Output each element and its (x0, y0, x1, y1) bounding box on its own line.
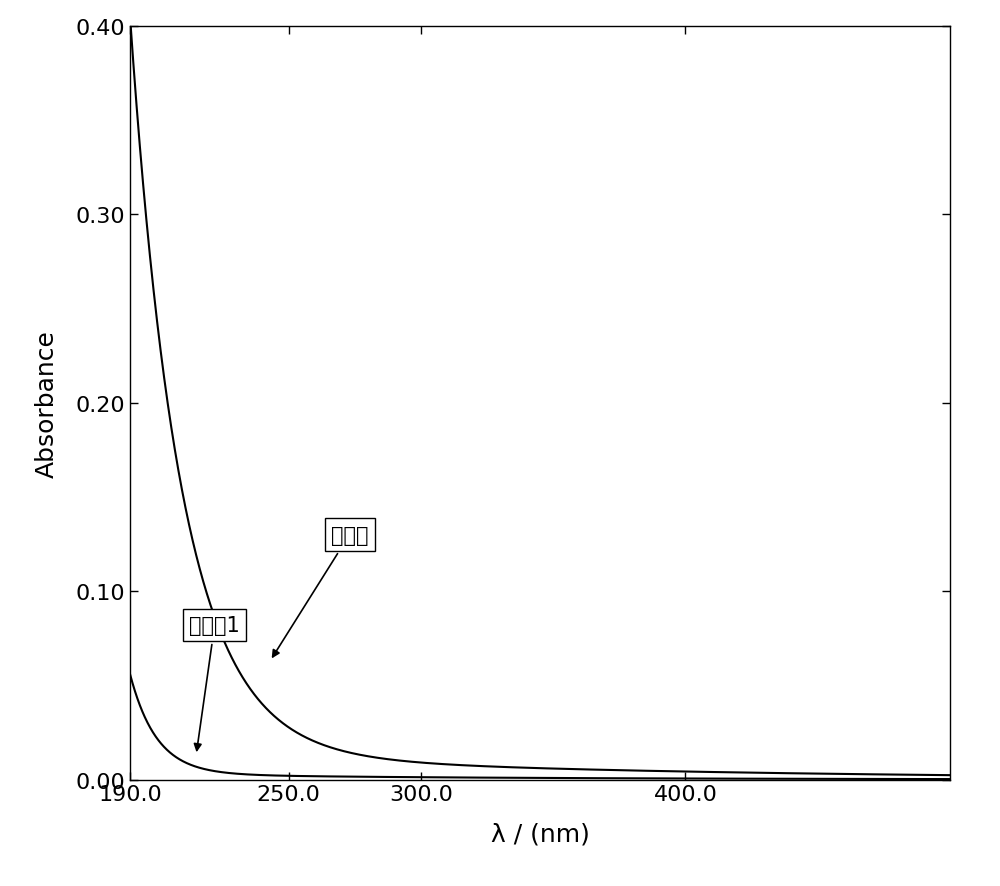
Y-axis label: Absorbance: Absorbance (35, 330, 59, 477)
X-axis label: λ / (nm): λ / (nm) (491, 821, 589, 845)
Text: 实施例1: 实施例1 (189, 615, 240, 750)
Text: 对比例: 对比例 (273, 525, 368, 657)
